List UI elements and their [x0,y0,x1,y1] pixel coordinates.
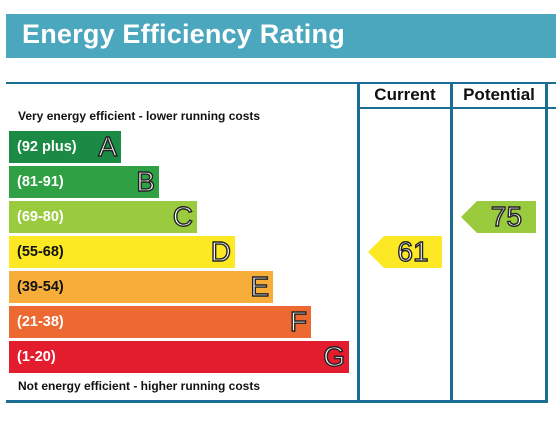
top-caption: Very energy efficient - lower running co… [18,109,261,123]
bottom-border [6,400,548,403]
band-letter: B [136,165,156,197]
chart-title: Energy Efficiency Rating [22,19,345,49]
band-range-label: (92 plus) [17,139,77,155]
band-range-label: (69-80) [17,209,64,225]
potential-rating-arrow: 75 [461,200,536,233]
current-arrow-shape [368,236,442,268]
current-rating-arrow: 61 [368,235,442,268]
potential-rating-value: 75 [490,200,523,232]
band-g: (1-20) G [9,340,349,373]
band-letter: E [250,270,270,302]
potential-column-header: Potential [463,85,535,104]
band-range-label: (39-54) [17,279,64,295]
potential-arrow-fill [461,201,536,233]
current-potential-divider [450,84,453,402]
band-e: (39-54) E [9,270,273,303]
band-letter: F [289,305,308,337]
current-arrow-fill [368,236,442,268]
current-left-border [357,84,360,402]
band-range-label: (21-38) [17,314,64,330]
header-underline [6,82,556,84]
band-letter: C [172,200,194,232]
band-a: (92 plus) A [9,130,121,163]
bottom-caption: Not energy efficient - higher running co… [18,379,261,393]
current-column-header: Current [374,85,436,104]
band-letter: D [210,235,232,267]
band-b: (81-91) B [9,165,159,198]
title-bar: Energy Efficiency Rating [6,14,556,58]
potential-arrow-shape [461,201,536,233]
band-f: (21-38) F [9,305,311,338]
band-letter: A [98,130,118,162]
column-header-divider [357,107,556,109]
band-range-label: (55-68) [17,244,64,260]
band-range-label: (81-91) [17,174,64,190]
band-letter: G [323,340,346,372]
band-d: (55-68) D [9,235,235,268]
potential-right-border [545,84,548,402]
current-rating-value: 61 [397,235,430,267]
band-range-label: (1-20) [17,349,56,365]
band-c: (69-80) C [9,200,197,233]
